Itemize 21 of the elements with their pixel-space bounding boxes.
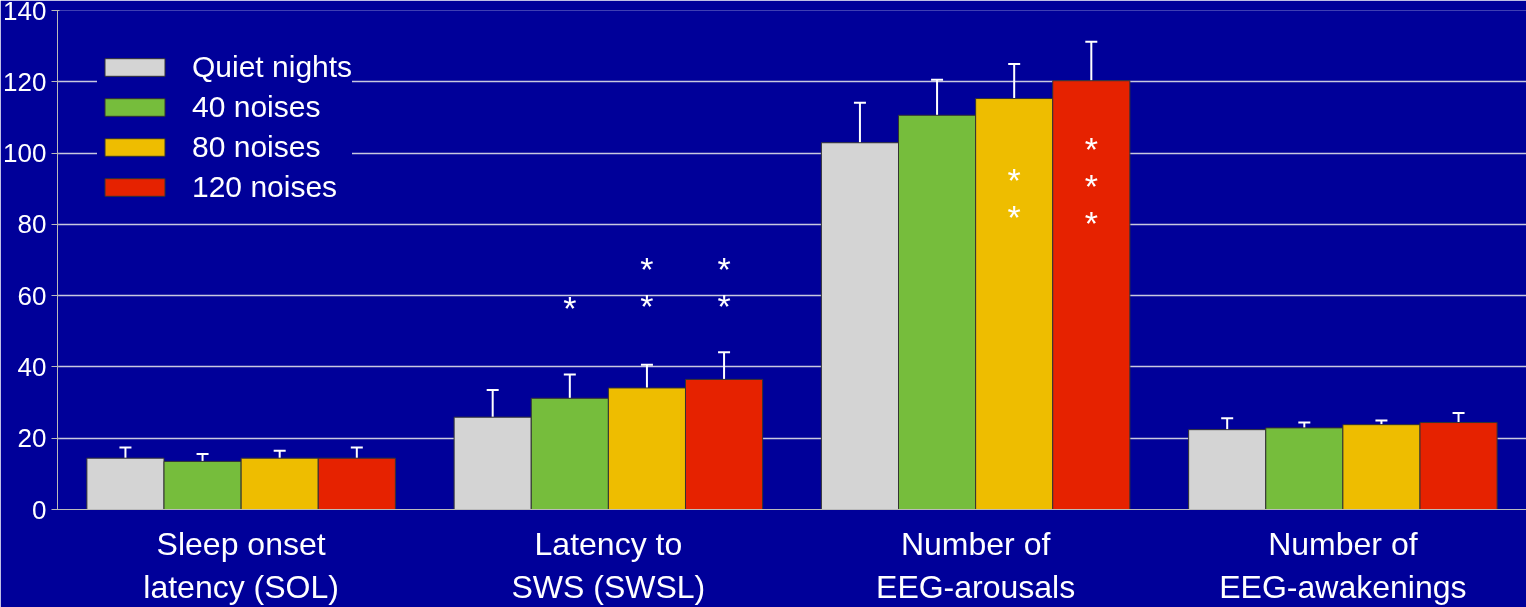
annotation: * * * [1084, 129, 1098, 242]
y-tick-label: 120 [3, 66, 47, 97]
x-tick-label: Number of EEG-arousals [876, 525, 1076, 605]
annotation: * [563, 288, 577, 327]
legend-label: 40 noises [192, 90, 321, 124]
annotation: * * [1007, 160, 1021, 236]
legend-label: 120 noises [192, 170, 338, 204]
legend-label: Quiet nights [192, 50, 353, 84]
y-tick-label: 20 [17, 423, 47, 454]
y-tick-label: 60 [17, 280, 47, 311]
y-tick-label: 140 [3, 0, 47, 26]
legend-label: 80 noises [192, 130, 321, 164]
x-tick-label: Latency to SWS (SWSL) [511, 525, 706, 605]
y-tick-label: 80 [17, 209, 47, 240]
y-tick-label: 40 [17, 351, 47, 382]
x-tick-label: Number of EEG-awakenings [1219, 525, 1467, 605]
annotation: * * [640, 250, 654, 326]
y-tick-label: 100 [3, 138, 47, 169]
x-tick-label: Sleep onset latency (SOL) [143, 525, 339, 605]
annotation: * * [717, 250, 731, 326]
y-tick-label: 0 [32, 494, 47, 525]
